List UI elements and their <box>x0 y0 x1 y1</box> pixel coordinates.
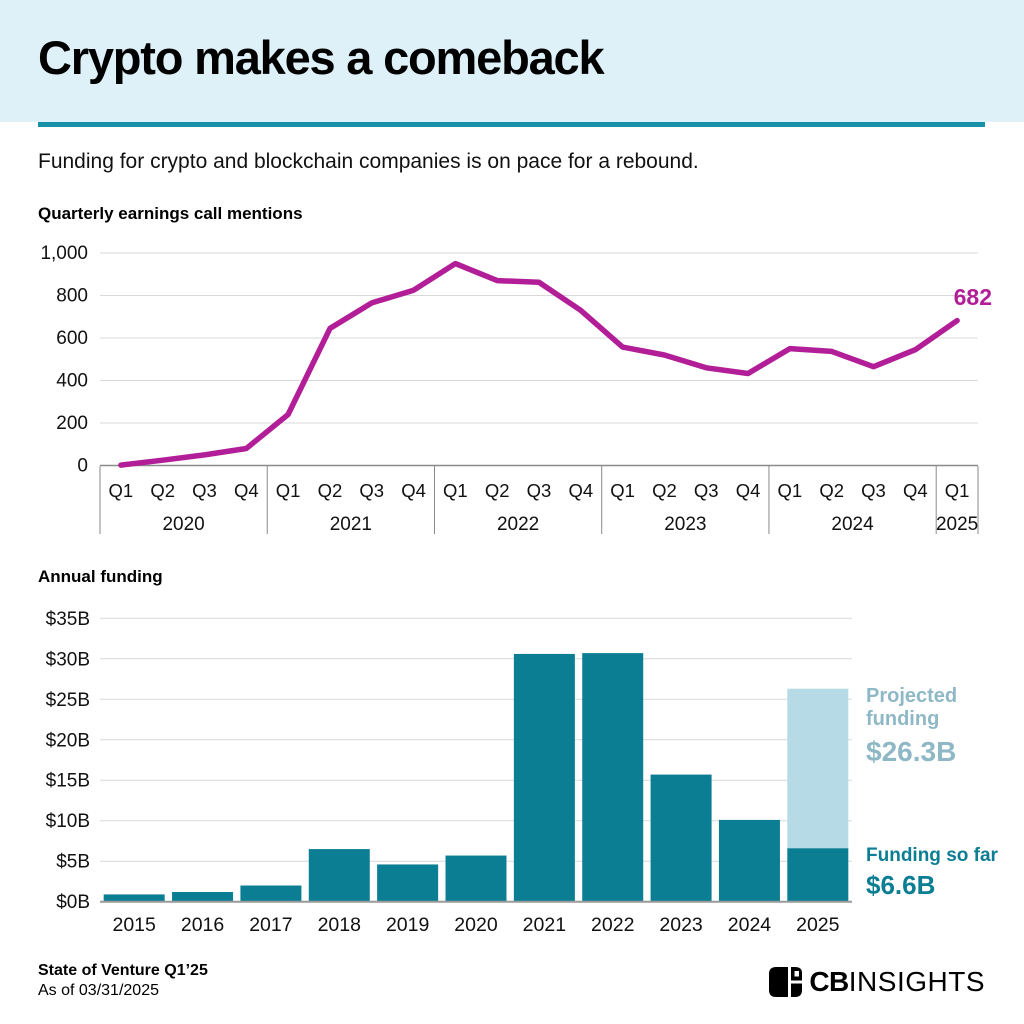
year-label: 2024 <box>831 514 874 535</box>
bar-2016 <box>172 891 234 902</box>
year-label: 2015 <box>112 914 156 936</box>
quarter-label: Q3 <box>192 480 217 501</box>
bar-2019 <box>377 864 439 902</box>
y-tick-label: 400 <box>56 371 88 392</box>
quarter-label: Q4 <box>401 480 426 501</box>
latest-value-label: 682 <box>953 284 992 310</box>
mentions-line-series <box>118 260 960 468</box>
quarter-label: Q1 <box>276 480 301 501</box>
projected-value: $26.3B <box>866 736 957 767</box>
bar-2022 <box>582 653 644 902</box>
y-tick-label: $10B <box>46 811 90 832</box>
quarter-label: Q3 <box>359 480 384 501</box>
y-tick-label: 0 <box>77 456 88 477</box>
quarter-label: Q1 <box>610 480 635 501</box>
quarter-label: Q1 <box>778 480 803 501</box>
y-tick-label: $20B <box>46 730 90 751</box>
year-label: 2025 <box>936 514 978 535</box>
y-tick-label: $5B <box>56 852 90 873</box>
quarter-label: Q4 <box>736 480 761 501</box>
quarter-label: Q3 <box>694 480 719 501</box>
footer-source: State of Venture Q1’25 As of 03/31/2025 <box>38 961 208 1001</box>
subtitle: Funding for crypto and blockchain compan… <box>38 150 699 173</box>
quarter-label: Q4 <box>234 480 259 501</box>
quarter-label: Q2 <box>652 480 677 501</box>
projected-label-line1: Projected <box>866 685 958 707</box>
bar-chart-title: Annual funding <box>38 567 163 586</box>
logo-text-insights: INSIGHTS <box>848 966 985 997</box>
quarter-label: Q1 <box>443 480 468 501</box>
bar-2017 <box>240 885 302 902</box>
as-of-label: As of 03/31/2025 <box>38 982 159 999</box>
bar-2015 <box>103 894 165 902</box>
source-label: State of Venture Q1’25 <box>38 962 208 979</box>
cbinsights-logo-icon <box>769 967 803 997</box>
funding-bar-chart: 2015 2016 2017 2018 2019 2020 2021 2022 2023 2024… <box>46 609 852 936</box>
quarter-label: Q2 <box>819 480 844 501</box>
line-chart-title: Quarterly earnings call mentions <box>38 204 303 223</box>
quarter-label: Q2 <box>318 480 343 501</box>
year-label: 2024 <box>728 914 772 936</box>
logo-text-cb: CB <box>809 966 849 997</box>
page-title: Crypto makes a comeback <box>38 31 605 84</box>
year-label: 2023 <box>659 914 702 936</box>
quarter-label: Q3 <box>861 480 886 501</box>
quarter-label: Q2 <box>150 480 175 501</box>
quarter-label: Q3 <box>527 480 552 501</box>
y-tick-label: $25B <box>46 690 90 711</box>
bar-2024 <box>718 819 780 902</box>
year-label: 2016 <box>181 914 224 936</box>
bar-2023 <box>650 774 712 902</box>
y-tick-label: 1,000 <box>40 243 88 264</box>
quarter-label: Q4 <box>903 480 928 501</box>
funding-so-far-label: Funding so far <box>866 845 998 866</box>
projected-label-line2: funding <box>866 708 940 730</box>
quarter-label: Q4 <box>568 480 593 501</box>
bar-2018 <box>308 849 370 902</box>
y-tick-label: 800 <box>56 286 88 307</box>
year-label: 2019 <box>386 914 429 936</box>
header-divider <box>38 122 985 127</box>
quarter-label: Q1 <box>109 480 134 501</box>
bar-2021 <box>513 653 575 902</box>
quarter-label: Q1 <box>945 480 970 501</box>
bar-2025-projected <box>787 688 849 849</box>
mentions-line-chart: 1,000 800 600 400 200 0 Q1 Q2 Q3 Q4 2020 Q1 Q2 Q3 Q4 20… <box>40 243 979 535</box>
year-label: 2021 <box>523 914 566 936</box>
bar-2020 <box>445 855 507 902</box>
bar-2025-funding-so-far <box>787 848 849 902</box>
header-banner: Crypto makes a comeback <box>0 0 1024 122</box>
year-label: 2022 <box>591 914 634 936</box>
year-label: 2018 <box>318 914 361 936</box>
funding-so-far-value: $6.6B <box>866 870 936 900</box>
year-label: 2017 <box>249 914 292 936</box>
year-label: 2020 <box>162 514 204 535</box>
y-tick-label: $30B <box>46 649 90 670</box>
funding-so-far-annotation: Funding so far $6.6B <box>866 845 998 899</box>
quarter-label: Q2 <box>485 480 510 501</box>
cbinsights-logo: CB INSIGHTS <box>769 966 985 998</box>
year-label: 2020 <box>454 914 498 936</box>
y-tick-label: 600 <box>56 328 88 349</box>
year-label: 2023 <box>664 514 706 535</box>
y-tick-label: $35B <box>46 609 90 630</box>
y-tick-label: 200 <box>56 413 88 434</box>
y-tick-label: $0B <box>56 892 90 913</box>
year-label: 2021 <box>330 514 372 535</box>
year-label: 2022 <box>497 514 539 535</box>
year-label: 2025 <box>796 914 840 936</box>
projected-funding-annotation: Projected funding $26.3B <box>866 685 957 767</box>
y-tick-label: $15B <box>46 771 90 792</box>
